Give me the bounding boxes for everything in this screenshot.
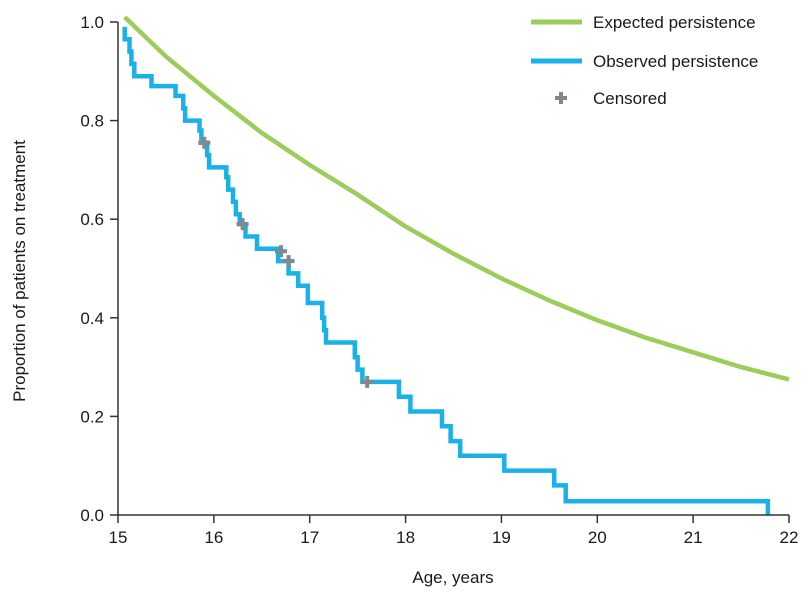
censored-marker [275,245,287,258]
x-axis-ticks: 15 16 17 18 19 20 21 22 [109,515,799,547]
expected-persistence-line [123,15,790,382]
observed-persistence-line [122,26,771,515]
x-tick-label: 16 [204,528,223,547]
x-tick-label: 21 [684,528,703,547]
x-tick-label: 18 [396,528,415,547]
legend-label-expected: Expected persistence [593,13,756,32]
y-axis-title: Proportion of patients on treatment [10,140,29,402]
y-tick-label: 0.0 [80,506,104,525]
x-axis-title: Age, years [412,568,493,587]
x-tick-label: 15 [109,528,128,547]
x-tick-label: 20 [588,528,607,547]
y-tick-label: 0.4 [80,309,104,328]
censored-marker-layer [198,136,374,388]
legend-label-observed: Observed persistence [593,52,758,71]
legend: Expected persistence Observed persistenc… [531,13,758,108]
x-tick-label: 19 [492,528,511,547]
y-tick-label: 0.6 [80,210,104,229]
censored-marker [282,255,295,268]
series-layer [122,15,790,515]
y-tick-label: 0.8 [80,112,104,131]
legend-swatch-censored [555,92,567,104]
y-tick-label: 1.0 [80,13,104,32]
legend-label-censored: Censored [593,89,667,108]
censored-marker [236,218,249,231]
y-axis-ticks: 0.0 0.2 0.4 0.6 0.8 1.0 [80,13,118,525]
x-tick-label: 22 [780,528,799,547]
censored-marker [198,136,211,149]
plot-area [122,15,790,515]
y-tick-label: 0.2 [80,407,104,426]
x-tick-label: 17 [300,528,319,547]
censored-marker [361,375,374,388]
